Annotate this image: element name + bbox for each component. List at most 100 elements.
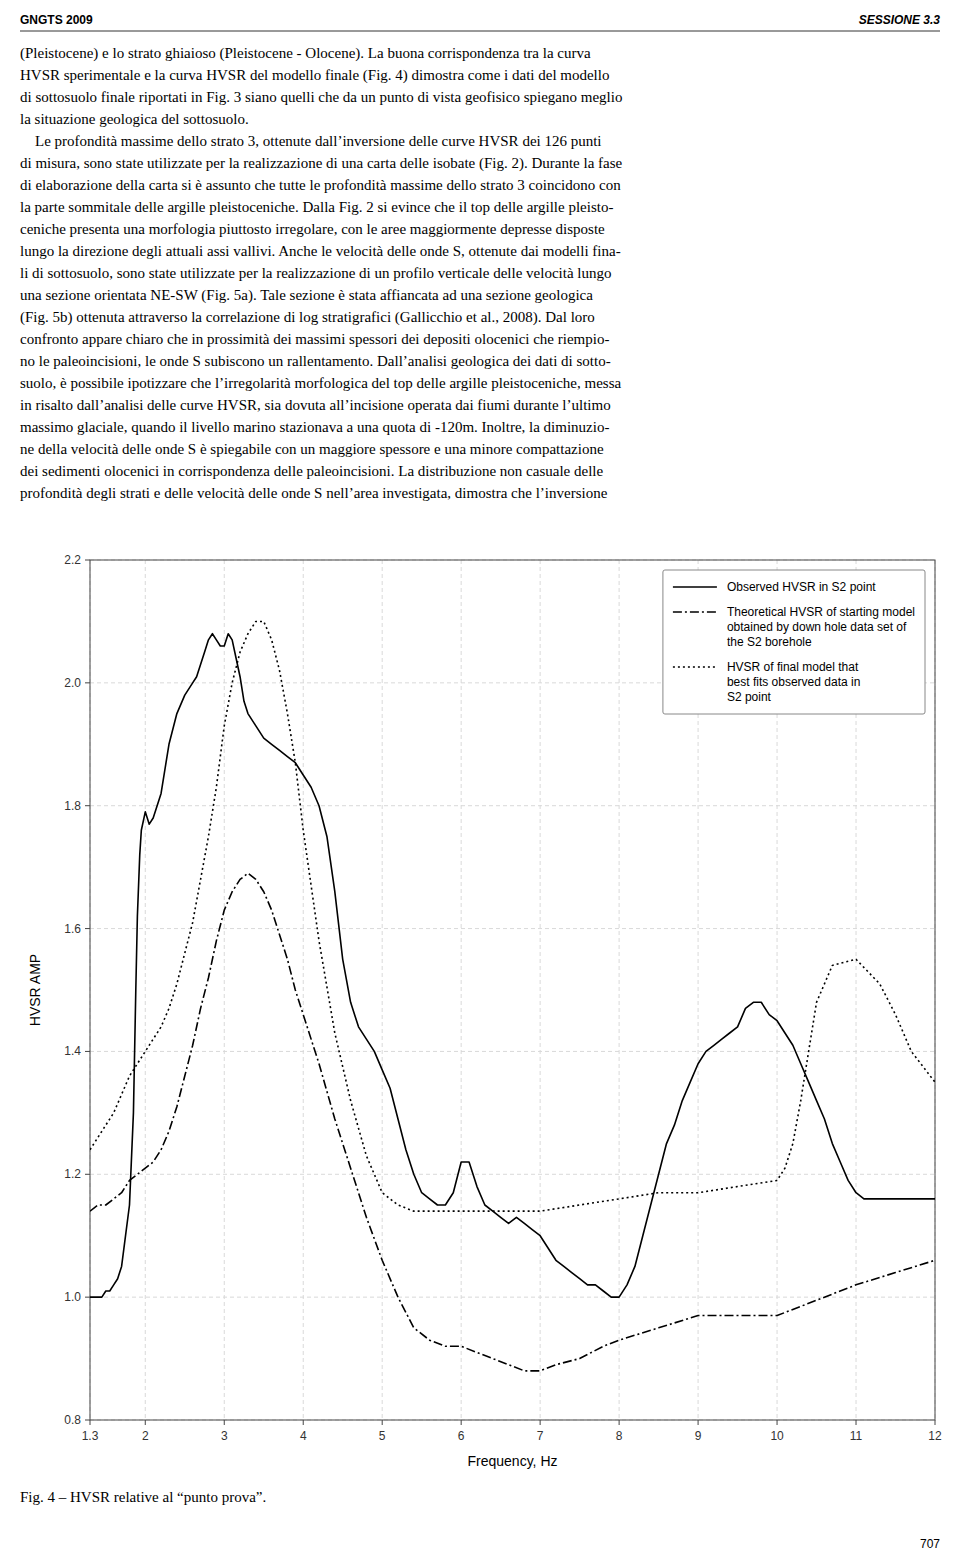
body-line: dei sedimenti olocenici in corrispondenz…: [20, 463, 603, 479]
body-line: li di sottosuolo, sono state utilizzate …: [20, 265, 611, 281]
legend-swatch: [673, 611, 717, 613]
legend-label-line: HVSR of final model that: [727, 660, 859, 674]
header-right: SESSIONE 3.3: [859, 13, 941, 27]
grid-line-y: [90, 928, 935, 929]
body-line: (Pleistocene) e lo strato ghiaioso (Plei…: [20, 45, 591, 62]
x-tick: [303, 1420, 304, 1425]
series-line: [90, 634, 935, 1297]
body-line: suolo, è possibile ipotizzare che l’irre…: [20, 375, 622, 391]
x-tick: [382, 1420, 383, 1425]
body-line: confronto appare chiaro che in prossimit…: [20, 331, 609, 347]
x-tick-label: 5: [379, 1429, 386, 1443]
body-line: di sottosuolo finale riportati in Fig. 3…: [20, 89, 622, 105]
legend-label-line: S2 point: [727, 690, 772, 704]
legend-swatch: [673, 666, 717, 668]
series-lines: [90, 621, 935, 1370]
y-tick: [85, 1174, 90, 1175]
x-tick-label: 3: [221, 1429, 228, 1443]
body-line: ceniche presenta una morfologia piuttost…: [20, 221, 605, 237]
legend-box: [663, 570, 925, 714]
body-line: di elaborazione della carta si è assunto…: [20, 177, 621, 193]
grid-line-y: [90, 805, 935, 806]
legend-label: Observed HVSR in S2 point: [727, 580, 876, 594]
y-tick: [85, 1051, 90, 1052]
y-tick-label: 1.4: [64, 1044, 81, 1058]
x-tick: [777, 1420, 778, 1425]
legend-swatch: [673, 586, 717, 588]
legend-label-line: Theoretical HVSR of starting model: [727, 605, 915, 619]
grid-line-x: [224, 560, 225, 1420]
x-tick-label: 12: [928, 1429, 942, 1443]
x-tick-label: 2: [142, 1429, 149, 1443]
body-line: di misura, sono state utilizzate per la …: [20, 155, 623, 172]
page-number: 707: [920, 1537, 940, 1551]
x-tick: [540, 1420, 541, 1425]
y-tick: [85, 1420, 90, 1421]
y-tick: [85, 560, 90, 561]
body-line: la situazione geologica del sottosuolo.: [20, 111, 249, 127]
x-tick-label: 1.3: [82, 1429, 99, 1443]
body-line: ne della velocità delle onde S è spiegab…: [20, 441, 604, 457]
y-tick-label: 1.0: [64, 1290, 81, 1304]
grid: [90, 560, 935, 1420]
y-tick: [85, 1297, 90, 1298]
x-tick-label: 8: [616, 1429, 623, 1443]
legend-label-line: Observed HVSR in S2 point: [727, 580, 876, 594]
axes: 1.3 2 3 4 5 6 7 8 9 10 11 12 0.8 1.0 1.2 1.4 1.6 1.8 2.0 2.…: [27, 553, 942, 1469]
body-line: in risalto dall’analisi delle curve HVSR…: [20, 397, 611, 413]
background: [0, 0, 960, 1558]
x-tick-label: 6: [458, 1429, 465, 1443]
page: {"header": ["GNGTS 2009", "SESSIONE 3.3"…: [0, 0, 960, 1558]
x-tick-label: 7: [537, 1429, 544, 1443]
body-line: massimo glaciale, quando il livello mari…: [20, 419, 609, 435]
x-tick-label: 10: [770, 1429, 784, 1443]
header-rule: [20, 31, 940, 32]
y-tick: [85, 682, 90, 683]
grid-line-y: [90, 1297, 935, 1298]
body-line: una sezione orientata NE-SW (Fig. 5a). T…: [20, 287, 593, 304]
x-tick: [461, 1420, 462, 1425]
y-tick-label: 1.6: [64, 922, 81, 936]
x-tick-label: 9: [695, 1429, 702, 1443]
x-tick-label: 4: [300, 1429, 307, 1443]
grid-line-x: [461, 560, 462, 1420]
page-svg: GNGTS 2009 SESSIONE 3.3 (Pleistocene) e lo…: [0, 0, 960, 1558]
plot-frame: [90, 560, 935, 1420]
legend-label-line: obtained by down hole data set of: [727, 620, 907, 634]
body-line: HVSR sperimentale e la curva HVSR del mo…: [20, 67, 609, 84]
grid-line-x: [619, 560, 620, 1420]
y-tick: [85, 928, 90, 929]
x-tick: [935, 1420, 936, 1425]
x-tick: [90, 1420, 91, 1425]
body-line: Le profondità massime dello strato 3, ot…: [20, 133, 602, 149]
legend: Observed HVSR in S2 point Theoretical HVS…: [663, 570, 925, 714]
legend-label-line: the S2 borehole: [727, 635, 812, 649]
header-left: GNGTS 2009: [20, 13, 93, 27]
grid-line-y: [90, 1174, 935, 1175]
body-line: lungo la direzione degli attuali assi va…: [20, 243, 621, 259]
x-tick: [698, 1420, 699, 1425]
body-line: (Fig. 5b) ottenuta attraverso la correla…: [20, 309, 595, 326]
grid-line-x: [145, 560, 146, 1420]
x-tick: [145, 1420, 146, 1425]
y-tick-label: 0.8: [64, 1413, 81, 1427]
y-tick-label: 2.2: [64, 553, 81, 567]
series-line: [90, 873, 935, 1371]
x-tick-label: 11: [850, 1429, 863, 1443]
y-tick-label: 1.2: [64, 1167, 81, 1181]
x-tick: [856, 1420, 857, 1425]
y-tick-label: 1.8: [64, 799, 81, 813]
body-line: no le paleoincisioni, le onde S subiscon…: [20, 353, 611, 369]
legend-label-line: best fits observed data in: [727, 675, 860, 689]
y-axis-label: HVSR AMP: [27, 954, 43, 1026]
body-line: profondità degli strati e delle velocità…: [20, 485, 608, 501]
body-line: la parte sommitale delle argille pleisto…: [20, 199, 613, 215]
y-tick-label: 2.0: [64, 676, 81, 690]
legend-label: HVSR of final model thatbest fits observ…: [727, 660, 860, 704]
figure-caption: Fig. 4 – HVSR relative al “punto prova”.: [20, 1489, 266, 1505]
chart: 1.3 2 3 4 5 6 7 8 9 10 11 12 0.8 1.0 1.2 1.4 1.6 1.8 2.0 2.…: [27, 553, 942, 1469]
legend-label: Theoretical HVSR of starting modelobtain…: [727, 605, 915, 649]
grid-line-x: [540, 560, 541, 1420]
x-axis-label: Frequency, Hz: [468, 1453, 558, 1469]
grid-line-x: [303, 560, 304, 1420]
